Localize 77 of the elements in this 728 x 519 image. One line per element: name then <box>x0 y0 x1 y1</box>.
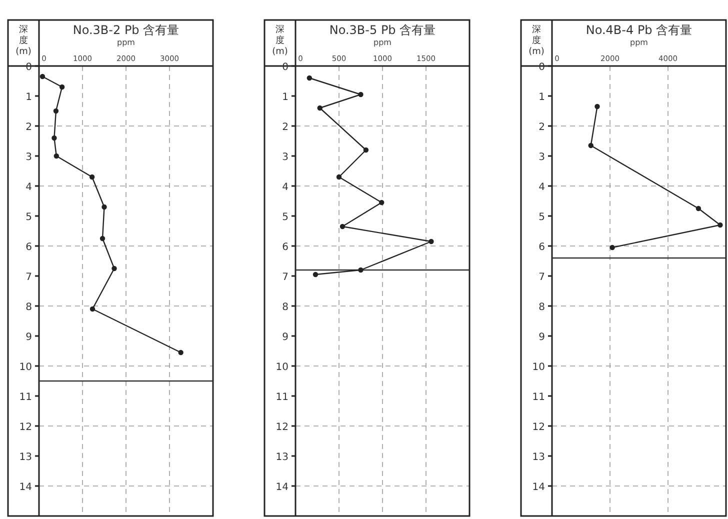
point <box>178 350 184 356</box>
y-tick-label: 2 <box>538 122 545 133</box>
point <box>40 74 46 80</box>
y-tick-label: 6 <box>26 242 32 253</box>
point <box>358 267 364 273</box>
point <box>363 147 369 153</box>
y-tick-label: 5 <box>26 212 32 223</box>
y-tick-label: 11 <box>276 392 288 403</box>
y-tick-label: 12 <box>532 422 545 433</box>
y-tick-label: 4 <box>26 182 32 193</box>
y-tick-label: 1 <box>538 92 545 103</box>
y-tick-label: 10 <box>19 362 32 373</box>
chart-title: No.3B-5 Pb 含有量 <box>329 23 436 37</box>
y-tick-label: 8 <box>26 302 32 313</box>
y-tick-label: 5 <box>538 212 545 223</box>
y-tick-label: 2 <box>282 122 288 133</box>
y-tick-label: 14 <box>276 482 288 493</box>
point <box>90 306 96 312</box>
y-tick-label: 11 <box>532 392 545 403</box>
point <box>428 238 434 244</box>
x-axis-title: ppm <box>117 38 136 47</box>
point <box>696 206 702 212</box>
chart-title: No.4B-4 Pb 含有量 <box>586 23 692 37</box>
y-tick-label: 4 <box>282 182 288 193</box>
point <box>100 236 106 242</box>
y-tick-label: 1 <box>282 92 288 103</box>
point <box>336 174 342 180</box>
point <box>312 272 318 278</box>
point <box>53 108 59 114</box>
y-tick-label: 3 <box>538 152 545 163</box>
y-tick-label: 6 <box>282 242 288 253</box>
y-axis-title: 深度(m) <box>272 24 288 57</box>
x-axis-title: ppm <box>630 38 648 47</box>
y-tick-label: 9 <box>538 332 545 343</box>
point <box>59 84 65 90</box>
point <box>718 222 723 228</box>
point <box>358 92 364 98</box>
point <box>89 174 95 180</box>
y-tick-label: 14 <box>532 482 545 493</box>
point <box>340 224 346 230</box>
point <box>610 244 615 250</box>
y-tick-label: 10 <box>276 362 288 373</box>
y-tick-label: 8 <box>282 302 288 313</box>
point <box>112 266 117 272</box>
y-tick-label: 7 <box>282 272 288 283</box>
point <box>306 75 312 81</box>
point <box>102 204 107 210</box>
y-tick-label: 13 <box>276 452 288 463</box>
y-tick-label: 13 <box>532 452 545 463</box>
point <box>52 135 57 141</box>
y-tick-label: 7 <box>26 272 32 283</box>
y-tick-label: 14 <box>19 482 32 493</box>
y-tick-label: 12 <box>19 422 32 433</box>
y-tick-label: 12 <box>276 422 288 433</box>
y-tick-label: 9 <box>26 332 32 343</box>
y-tick-label: 1 <box>26 92 32 103</box>
y-axis-title: 深度(m) <box>528 24 544 57</box>
point <box>379 200 384 206</box>
y-tick-label: 5 <box>282 212 288 223</box>
x-axis-title: ppm <box>374 38 392 47</box>
point <box>588 142 594 148</box>
y-tick-label: 11 <box>19 392 32 403</box>
y-tick-label: 9 <box>282 332 288 343</box>
point <box>54 153 59 159</box>
y-tick-label: 6 <box>538 242 545 253</box>
y-tick-label: 3 <box>282 152 288 163</box>
y-tick-label: 10 <box>532 362 545 373</box>
y-tick-label: 2 <box>26 122 32 133</box>
point <box>317 105 322 111</box>
y-axis-title: 深度(m) <box>16 24 32 57</box>
y-tick-label: 4 <box>538 182 545 193</box>
chart-title: No.3B-2 Pb 含有量 <box>72 23 180 37</box>
point <box>594 104 600 110</box>
y-tick-label: 7 <box>538 272 545 283</box>
y-tick-label: 8 <box>538 302 545 313</box>
y-tick-label: 13 <box>19 452 32 463</box>
y-tick-label: 3 <box>26 152 32 163</box>
